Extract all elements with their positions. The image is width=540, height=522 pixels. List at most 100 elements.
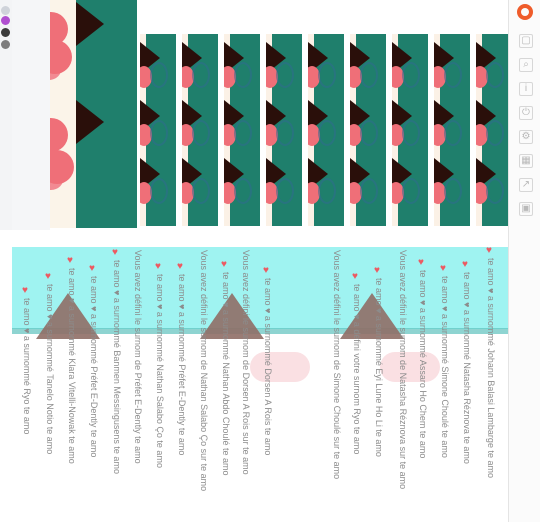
- large-preview[interactable]: [76, 0, 137, 228]
- heart-icon: ♥: [352, 271, 358, 282]
- message-text: te amo ♥ a surnommé Banmen Messingusens …: [112, 260, 122, 474]
- image-icon[interactable]: ▣: [519, 202, 533, 216]
- avatar[interactable]: [1, 28, 10, 37]
- search-icon[interactable]: ⌕: [519, 58, 533, 72]
- message-column: ♥ te amo ♥ a surnommé Natasha Réznova te …: [460, 0, 474, 520]
- message-column: ♥ te amo ♥ a surnommé Nathan Abdo Choulé …: [219, 0, 233, 520]
- cyan-banner-base: [12, 328, 536, 334]
- avatar[interactable]: [1, 16, 10, 25]
- message-text: te amo ♥ a surnommé Natasha Réznova te a…: [462, 272, 472, 464]
- heart-icon: ♥: [486, 245, 492, 256]
- ring-shape: [360, 178, 378, 204]
- grid-icon[interactable]: ▦: [519, 154, 533, 168]
- blossom-shape: [182, 124, 194, 146]
- message-text: te amo ♥ a surnommé Ryo te amo: [22, 298, 32, 435]
- blossom-banner: [50, 0, 78, 228]
- avatar[interactable]: [1, 6, 10, 15]
- message-column: Vous avez défini le surnom de Préfet E-D…: [131, 0, 145, 520]
- heart-icon: ♥: [22, 285, 28, 296]
- ring-shape: [150, 178, 168, 204]
- side-panel: [12, 0, 50, 230]
- blossom-shape: [224, 124, 236, 146]
- app-logo-icon[interactable]: [517, 4, 533, 20]
- message-text: te amo ♥ a surnommé Nathan Abdo Choulé t…: [221, 272, 231, 476]
- message-column: Vous avez défini le surnom de Dorsen A R…: [239, 0, 253, 520]
- ring-shape: [486, 178, 504, 204]
- heart-icon: ♥: [177, 261, 183, 272]
- ring-shape: [318, 120, 336, 146]
- ring-shape: [318, 178, 336, 204]
- square-icon[interactable]: ▢: [519, 34, 533, 48]
- message-text: te amo ♥ a surnommé Tanelo Notio te amo: [45, 284, 55, 455]
- ring-shape: [360, 62, 378, 88]
- message-column: ♥ te amo ♥ a surnommé Tanelo Notio te amo: [43, 0, 57, 520]
- message-column: ♥ te amo ♥ a surnommé Préfet E-Dently te …: [87, 0, 101, 520]
- share-icon[interactable]: ↗: [519, 178, 533, 192]
- blossom-shape: [308, 66, 320, 88]
- blossom-shape: [350, 66, 362, 88]
- blossom-shape: [182, 66, 194, 88]
- ring-shape: [234, 120, 252, 146]
- message-column: ♥ te amo ♥ a surnommé Eyi Lune Ho Li te a…: [372, 0, 386, 520]
- thumbnail[interactable]: [476, 34, 512, 226]
- right-toolbar: ▢ ⌕ i ⏻ ⚙ ▦ ↗ ▣: [508, 0, 540, 522]
- ring-shape: [192, 178, 210, 204]
- message-column: Vous avez défini le surnom de Simone Cho…: [330, 0, 344, 520]
- ring-shape: [276, 178, 294, 204]
- heart-icon: ♥: [221, 259, 227, 270]
- message-text: Vous avez défini le surnom de Natasha Ré…: [398, 250, 408, 490]
- thumbnail[interactable]: [350, 34, 386, 226]
- triangle-shape: [76, 2, 104, 46]
- heart-icon: ♥: [155, 261, 161, 272]
- message-column: Vous avez défini le surnom de Natasha Ré…: [396, 0, 410, 520]
- thumbnail[interactable]: [392, 34, 428, 226]
- info-icon[interactable]: i: [519, 82, 533, 96]
- heart-icon: ♥: [263, 265, 269, 276]
- message-text: te amo ♥ a surnommé Johann Balasi Lambar…: [486, 258, 496, 478]
- message-column: ♥ te amo ♥ a surnommé Dorsen A Rois te am…: [261, 0, 275, 520]
- message-column: ♥ te amo ♥ a surnommé Ryo te amo: [20, 0, 34, 520]
- thumbnail[interactable]: [224, 34, 260, 226]
- message-column: ♥ te amo ♥ a défini votre surnom Ryo te a…: [350, 0, 364, 520]
- message-text: te amo ♥ a surnommé Simone Choulé te amo: [440, 276, 450, 458]
- ring-shape: [402, 178, 420, 204]
- ring-shape: [192, 62, 210, 88]
- thumbnail[interactable]: [182, 34, 218, 226]
- heart-icon: ♥: [89, 263, 95, 274]
- message-column: ♥ te amo ♥ a surnommé Assaro Ho Chem te a…: [416, 0, 430, 520]
- thumbnail[interactable]: [140, 34, 176, 226]
- message-column: ♥ te amo ♥ a surnommé Johann Balasi Lamba…: [484, 0, 498, 520]
- thumbnail-grid: [140, 34, 540, 230]
- blossom-shape: [50, 40, 72, 74]
- triangle-shape: [76, 100, 104, 144]
- blossom-shape: [308, 182, 320, 204]
- avatar[interactable]: [1, 40, 10, 49]
- power-icon[interactable]: ⏻: [519, 106, 533, 120]
- heart-icon: ♥: [67, 255, 73, 266]
- heart-icon: ♥: [462, 259, 468, 270]
- thumbnail[interactable]: [266, 34, 302, 226]
- ring-shape: [318, 62, 336, 88]
- ring-shape: [192, 120, 210, 146]
- blossom-shape: [392, 182, 404, 204]
- blossom-shape: [392, 124, 404, 146]
- thumbnail[interactable]: [434, 34, 470, 226]
- thumbnail[interactable]: [308, 34, 344, 226]
- ring-shape: [402, 62, 420, 88]
- blossom-shape: [266, 124, 278, 146]
- blossom-shape: [140, 182, 152, 204]
- message-column: ♥ te amo ♥ a surnommé Banmen Messingusens…: [110, 0, 124, 520]
- ring-shape: [402, 120, 420, 146]
- blossom-shape: [140, 66, 152, 88]
- cloud-shape: [380, 352, 440, 382]
- pyramid-shape: [36, 293, 100, 339]
- message-column: ♥ te amo ♥ a surnommé Simone Choulé te am…: [438, 0, 452, 520]
- message-text: te amo ♥ a défini votre surnom Ryo te am…: [352, 284, 362, 455]
- heart-icon: ♥: [374, 265, 380, 276]
- heart-icon: ♥: [45, 271, 51, 282]
- message-text: te amo ♥ a surnommé Assaro Ho Chem te am…: [418, 270, 428, 459]
- heart-icon: ♥: [440, 263, 446, 274]
- blossom-shape: [50, 12, 68, 46]
- settings-icon[interactable]: ⚙: [519, 130, 533, 144]
